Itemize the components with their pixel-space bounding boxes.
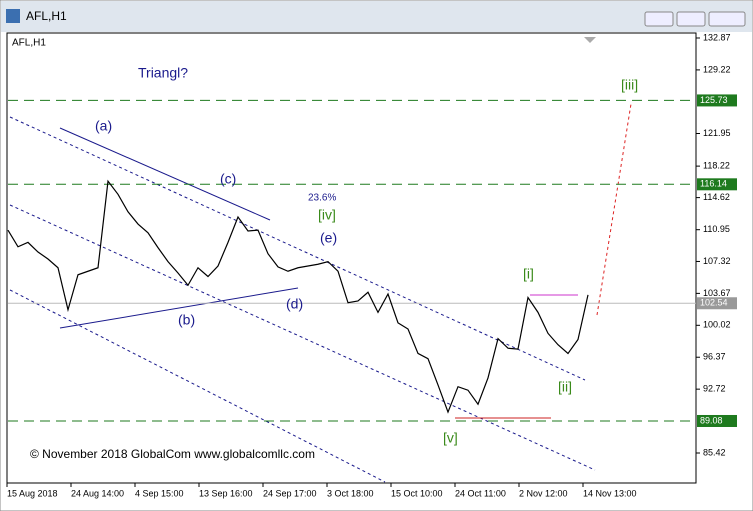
- y-tick-label: 100.02: [703, 320, 731, 330]
- window-title: AFL,H1: [26, 9, 67, 23]
- y-tick-label: 85.42: [703, 447, 726, 457]
- y-tick-label: 129.22: [703, 64, 731, 74]
- level-tag: [697, 414, 737, 427]
- annotation: 23.6%: [308, 193, 336, 204]
- y-tick-label: 107.32: [703, 256, 731, 266]
- level-label: 116.14: [700, 179, 727, 189]
- annotation: (d): [286, 296, 303, 312]
- level-label: 89.08: [700, 415, 723, 425]
- x-tick-label: 3 Oct 18:00: [327, 488, 374, 498]
- x-tick-label: 15 Aug 2018: [7, 488, 58, 498]
- y-tick-label: 110.95: [703, 224, 730, 234]
- x-tick-label: 13 Sep 16:00: [199, 488, 253, 498]
- minimize-button[interactable]: [644, 11, 674, 27]
- x-tick-label: 14 Nov 13:00: [583, 488, 637, 498]
- y-tick-label: 121.95: [703, 128, 731, 138]
- annotation: Triangl?: [138, 65, 188, 81]
- y-tick-label: 114.62: [703, 192, 730, 202]
- y-tick-label: 132.87: [703, 32, 731, 42]
- annotation: [i]: [523, 266, 534, 282]
- triangle-upper: [59, 127, 271, 221]
- level-label: 125.73: [700, 95, 728, 105]
- y-tick-label: 96.37: [703, 352, 726, 362]
- level-tag: [697, 94, 737, 107]
- price-label: 102.54: [700, 298, 728, 308]
- y-tick-label: 118.22: [703, 160, 730, 170]
- copyright: © November 2018 GlobalCom www.globalcoml…: [30, 447, 315, 461]
- x-tick-label: 4 Sep 15:00: [135, 488, 184, 498]
- x-tick-label: 24 Sep 17:00: [263, 488, 317, 498]
- close-button[interactable]: [708, 11, 746, 27]
- annotation: [v]: [443, 430, 458, 446]
- shift-marker: [584, 37, 596, 43]
- channel-lower: [9, 289, 386, 483]
- app-icon: [6, 9, 20, 23]
- annotation: (e): [320, 230, 337, 246]
- x-tick-label: 15 Oct 10:00: [391, 488, 443, 498]
- plot-area: [6, 32, 697, 484]
- chart-label: AFL,H1: [12, 38, 46, 49]
- annotation: [ii]: [558, 379, 572, 395]
- annotation: (c): [220, 171, 236, 187]
- price-series: [7, 179, 589, 414]
- price-tag: [697, 297, 737, 310]
- triangle-lower: [59, 287, 299, 329]
- y-tick-label: 92.72: [703, 384, 726, 394]
- y-tick-label: 103.67: [703, 288, 731, 298]
- maximize-button[interactable]: [676, 11, 706, 27]
- annotation: [iii]: [621, 77, 638, 93]
- x-tick-label: 2 Nov 12:00: [519, 488, 568, 498]
- x-tick-label: 24 Oct 11:00: [455, 488, 506, 498]
- x-tick-label: 24 Aug 14:00: [71, 488, 124, 498]
- annotation: (b): [178, 312, 195, 328]
- annotation: [iv]: [318, 207, 336, 223]
- level-tag: [697, 178, 737, 191]
- channel-middle: [9, 204, 596, 471]
- trend-lines: [9, 103, 632, 483]
- title-bar: [1, 1, 752, 32]
- annotation: (a): [95, 118, 112, 134]
